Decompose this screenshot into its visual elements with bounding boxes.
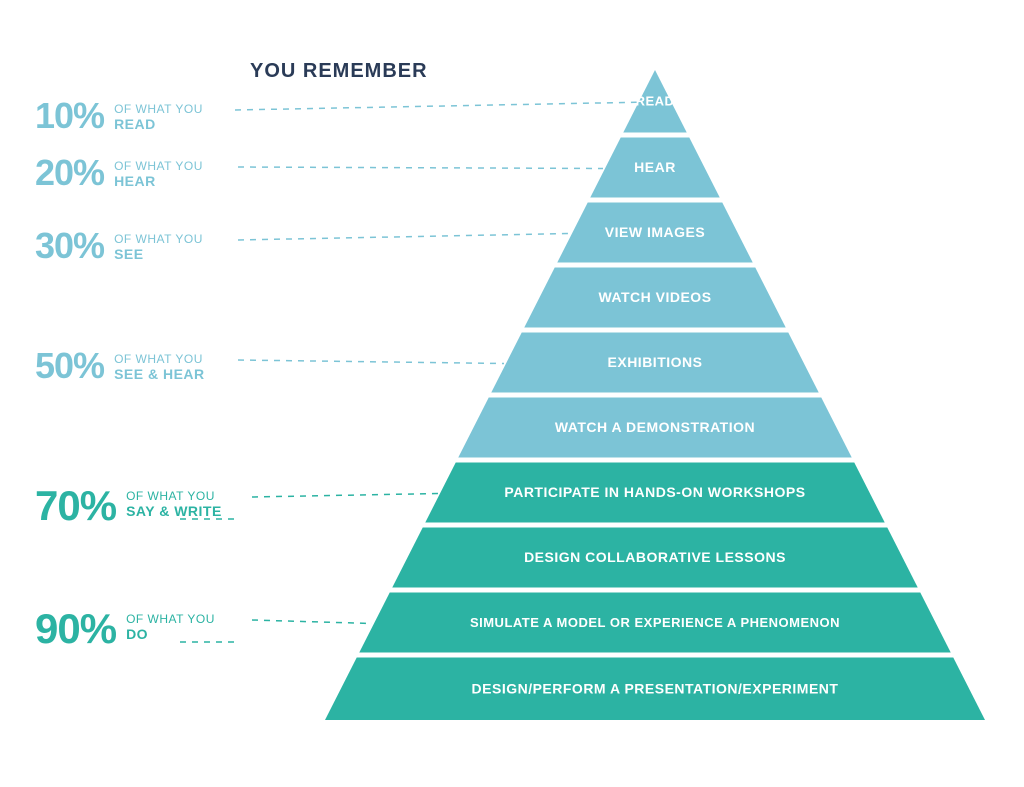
pyramid-label-3: WATCH VIDEOS	[598, 289, 711, 305]
stat-desc: OF WHAT YOUSEE	[114, 232, 203, 262]
stat-verb: READ	[114, 116, 203, 132]
pyramid-label-7: DESIGN COLLABORATIVE LESSONS	[524, 549, 786, 565]
stat-row-1: 20% OF WHAT YOUHEAR	[35, 155, 203, 191]
connector-4	[252, 494, 438, 498]
connector-0	[235, 102, 637, 110]
stat-row-4: 70% OF WHAT YOUSAY & WRITE	[35, 485, 222, 527]
stat-desc: OF WHAT YOUDO	[126, 612, 215, 642]
stat-of: OF WHAT YOU	[114, 102, 203, 116]
stat-pct: 90%	[35, 608, 116, 650]
stat-pct: 30%	[35, 228, 104, 264]
stat-desc: OF WHAT YOUHEAR	[114, 159, 203, 189]
stat-row-3: 50% OF WHAT YOUSEE & HEAR	[35, 348, 205, 384]
stat-of: OF WHAT YOU	[126, 489, 222, 503]
stat-verb: DO	[126, 626, 215, 642]
connector-2	[238, 234, 570, 241]
stat-verb: SEE	[114, 246, 203, 262]
connector-3	[238, 360, 504, 364]
pyramid-label-0: READ	[636, 94, 675, 109]
stat-verb: HEAR	[114, 173, 203, 189]
stat-desc: OF WHAT YOUSAY & WRITE	[126, 489, 222, 519]
pyramid-label-4: EXHIBITIONS	[608, 354, 703, 370]
stat-pct: 20%	[35, 155, 104, 191]
stat-pct: 70%	[35, 485, 116, 527]
stat-of: OF WHAT YOU	[114, 232, 203, 246]
pyramid-label-5: WATCH A DEMONSTRATION	[555, 419, 755, 435]
stat-desc: OF WHAT YOUSEE & HEAR	[114, 352, 205, 382]
stat-of: OF WHAT YOU	[114, 159, 203, 173]
stat-pct: 10%	[35, 98, 104, 134]
connector-5	[252, 620, 372, 624]
pyramid-label-8: SIMULATE A MODEL OR EXPERIENCE A PHENOME…	[470, 615, 840, 630]
stat-row-5: 90% OF WHAT YOUDO	[35, 608, 215, 650]
connector-1	[238, 167, 603, 169]
stat-pct: 50%	[35, 348, 104, 384]
stat-of: OF WHAT YOU	[114, 352, 205, 366]
stat-row-2: 30% OF WHAT YOUSEE	[35, 228, 203, 264]
pyramid-label-2: VIEW IMAGES	[605, 224, 705, 240]
stat-of: OF WHAT YOU	[126, 612, 215, 626]
stat-verb: SAY & WRITE	[126, 503, 222, 519]
pyramid-label-9: DESIGN/PERFORM A PRESENTATION/EXPERIMENT	[472, 680, 839, 696]
pyramid-label-6: PARTICIPATE IN HANDS-ON WORKSHOPS	[504, 484, 805, 500]
stat-verb: SEE & HEAR	[114, 366, 205, 382]
stat-desc: OF WHAT YOUREAD	[114, 102, 203, 132]
stat-row-0: 10% OF WHAT YOUREAD	[35, 98, 203, 134]
pyramid-label-1: HEAR	[634, 159, 676, 175]
